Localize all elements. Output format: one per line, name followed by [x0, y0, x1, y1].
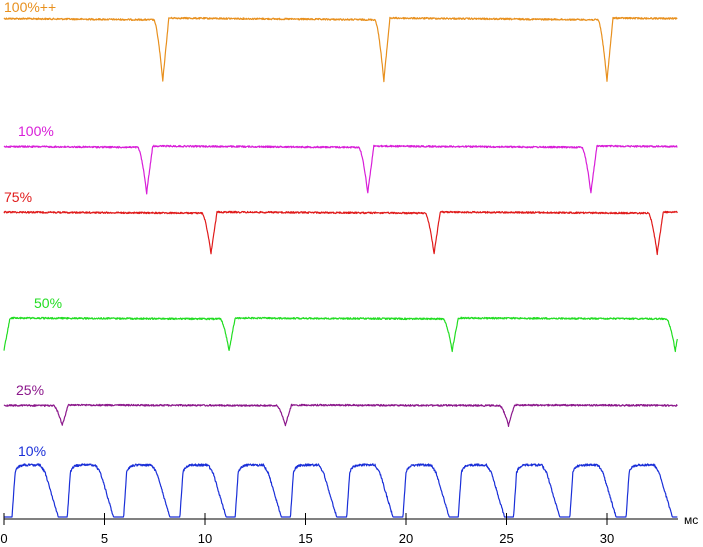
- x-tick-label: 20: [399, 531, 413, 546]
- series-label-layer: 100%++ 100% 75% 50% 25% 10%: [4, 0, 62, 459]
- series-line-50-pct: [3, 316, 678, 353]
- series-line-75-pct: [3, 210, 678, 256]
- series-label: 10%: [18, 443, 46, 459]
- series-label: 25%: [16, 382, 44, 398]
- series-label: 75%: [4, 189, 32, 205]
- series-layer: [3, 16, 678, 518]
- series-line-10-pct: [3, 463, 678, 518]
- series-line-100-pct: [3, 144, 678, 195]
- x-axis-unit: мс: [684, 513, 698, 527]
- x-tick-label: 5: [101, 531, 108, 546]
- x-tick-label: 0: [0, 531, 7, 546]
- series-label: 100%++: [4, 0, 56, 15]
- x-tick-label: 25: [499, 531, 513, 546]
- x-tick-label: 10: [198, 531, 212, 546]
- x-tick-label: 15: [298, 531, 312, 546]
- series-label: 50%: [34, 295, 62, 311]
- series-line-25-pct: [3, 403, 678, 427]
- x-axis: мс 0 5 10 15 20 25 30: [0, 513, 698, 546]
- series-line-100-pct: [3, 16, 678, 83]
- series-label: 100%: [18, 123, 54, 139]
- x-tick-label: 30: [600, 531, 614, 546]
